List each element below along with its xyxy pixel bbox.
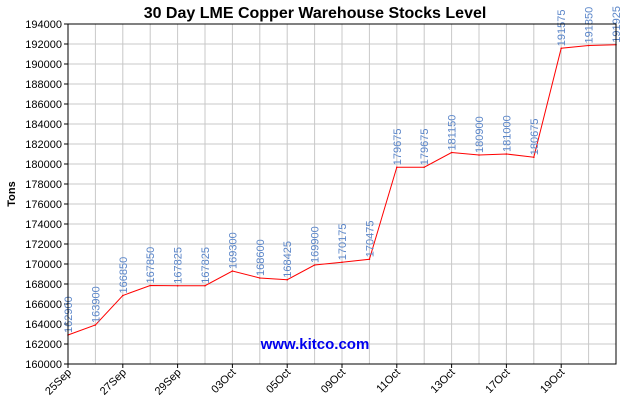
data-point [176,284,179,287]
y-tick-label: 168000 [25,279,62,291]
x-tick-label: 09Oct [319,367,348,396]
data-label: 169300 [227,232,239,269]
data-point [313,264,316,266]
y-tick-label: 162000 [25,339,62,351]
data-label: 191575 [556,10,568,47]
data-point [450,151,453,154]
data-label: 162900 [63,296,75,333]
y-tick-label: 174000 [25,219,62,231]
y-tick-label: 176000 [25,199,62,211]
x-tick-label: 29Sep [153,367,184,398]
x-tick-label: 11Oct [374,367,403,396]
data-point [286,278,289,281]
data-label: 181000 [501,115,513,152]
y-tick-label: 194000 [25,19,62,31]
data-label: 167850 [145,247,157,284]
data-label: 167825 [200,247,212,284]
data-label: 180675 [529,119,541,156]
series-group [67,43,617,336]
data-label: 179675 [392,129,404,166]
data-label: 168425 [282,241,294,278]
data-point [505,153,508,155]
data-label: 191925 [611,6,623,43]
y-tick-label: 182000 [25,139,62,151]
y-tick-label: 184000 [25,119,62,131]
data-point [341,261,343,264]
data-point [204,284,206,287]
y-tick-label: 178000 [25,179,62,191]
data-point [587,44,590,47]
data-point [231,270,234,272]
data-point [423,166,426,169]
data-point [368,258,371,261]
y-axis-ticks: 160000 162000 164000 166000 168000 170000 1720… [25,19,68,371]
data-point [122,294,124,297]
y-tick-label: 164000 [25,319,62,331]
data-point [478,154,480,156]
plot-frame [67,23,617,365]
data-point [560,47,562,50]
x-tick-label: 05Oct [264,367,293,396]
data-point [533,156,535,159]
data-label: 167825 [173,247,185,284]
y-axis-label: Tons [6,181,18,206]
x-axis-ticks: 25Sep 27Sep 29Sep 03Oct 05Oct 09Oct 11Oct 13Oct… [43,364,567,398]
data-point [396,166,398,169]
y-tick-label: 192000 [25,39,62,51]
data-label: 191850 [584,7,596,44]
x-tick-label: 27Sep [98,367,129,398]
data-label: 169900 [310,226,322,263]
y-tick-label: 166000 [25,299,62,311]
data-label: 181150 [447,115,459,151]
y-tick-label: 160000 [25,359,62,371]
y-tick-label: 188000 [25,79,62,91]
chart-title: 30 Day LME Copper Warehouse Stocks Level [144,5,487,22]
data-point [259,277,261,279]
data-label: 179675 [419,129,431,166]
data-label: 170475 [364,221,376,258]
x-tick-label: 17Oct [483,367,512,396]
y-tick-label: 180000 [25,159,62,171]
y-tick-label: 190000 [25,59,62,71]
x-tick-label: 25Sep [43,367,74,398]
data-label: 166850 [118,257,130,294]
watermark-text: www.kitco.com [260,336,370,353]
data-label: 168600 [255,239,267,276]
data-label: 170175 [337,224,349,261]
y-tick-label: 172000 [25,239,62,251]
y-tick-label: 186000 [25,99,62,111]
grid-lines [67,23,617,365]
data-point [94,324,97,326]
y-tick-label: 170000 [25,259,62,271]
x-tick-label: 13Oct [428,367,457,396]
data-labels: 162900 163900 166850 167850 167825 167825 1693… [63,6,623,333]
x-tick-label: 19Oct [538,367,567,396]
x-tick-label: 03Oct [209,367,238,396]
data-label: 163900 [90,286,102,323]
data-label: 180900 [474,116,486,153]
data-point [149,284,151,287]
